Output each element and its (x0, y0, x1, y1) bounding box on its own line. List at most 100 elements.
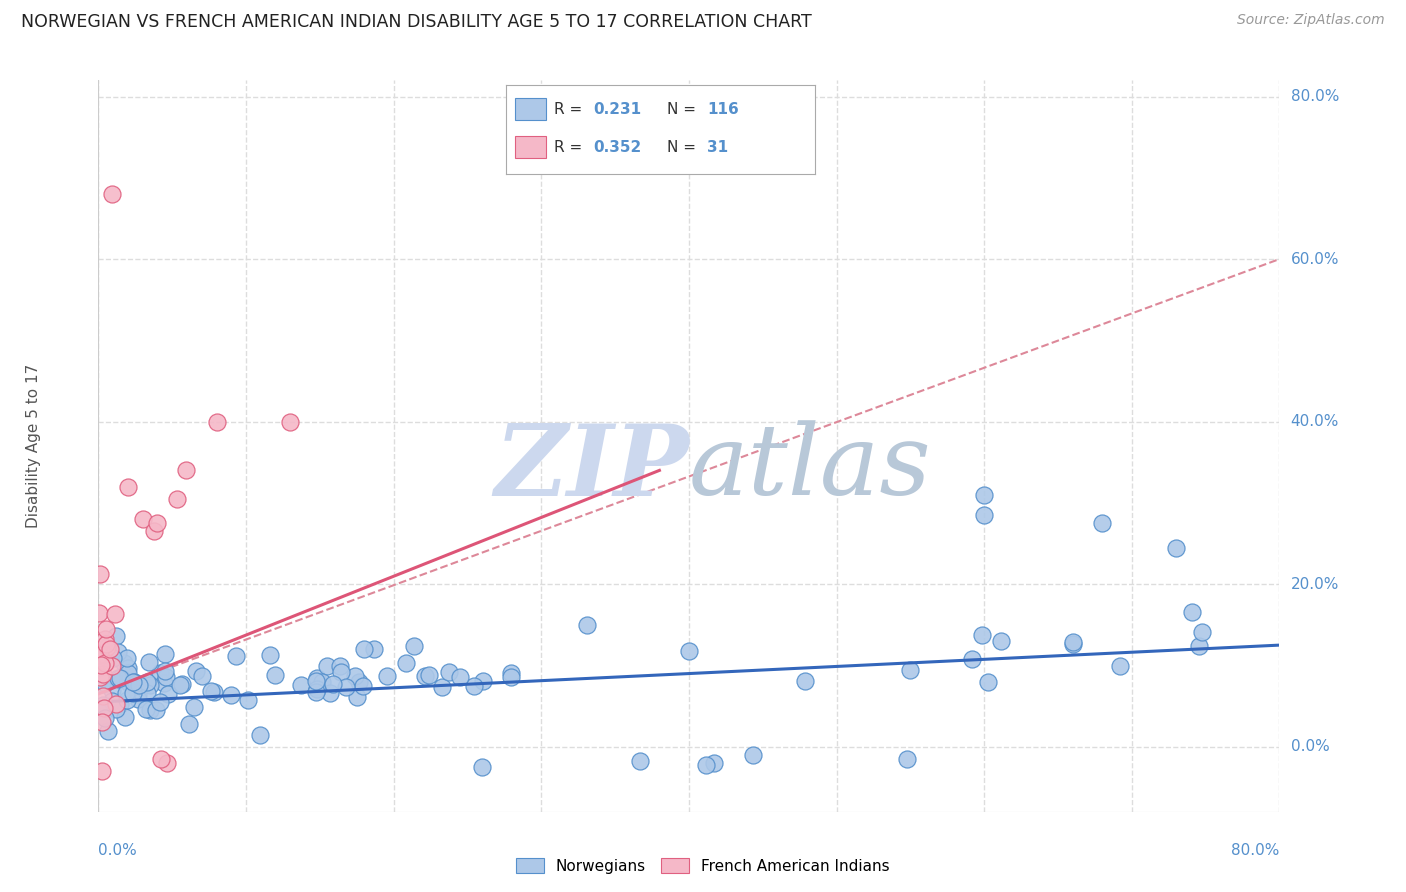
Text: 116: 116 (707, 102, 740, 117)
Legend: Norwegians, French American Indians: Norwegians, French American Indians (510, 852, 896, 880)
Point (307, 671, 329, 685)
FancyBboxPatch shape (516, 98, 547, 120)
Point (349, 675, 371, 690)
Point (249, 728, 271, 742)
Point (973, 488, 995, 502)
Point (93, 701, 115, 715)
Point (94, 711, 117, 725)
Point (149, 695, 172, 709)
Point (678, 644, 700, 658)
Point (153, 648, 176, 662)
Point (1062, 635, 1084, 649)
Text: 31: 31 (707, 140, 728, 154)
FancyBboxPatch shape (516, 136, 547, 158)
Point (153, 676, 176, 690)
Point (117, 666, 139, 681)
Point (990, 633, 1012, 648)
Text: 80.0%: 80.0% (1291, 89, 1339, 104)
Point (100, 187, 122, 202)
Point (97, 642, 120, 657)
Text: R =: R = (554, 140, 588, 154)
Text: NORWEGIAN VS FRENCH AMERICAN INDIAN DISABILITY AGE 5 TO 17 CORRELATION CHART: NORWEGIAN VS FRENCH AMERICAN INDIAN DISA… (21, 13, 811, 31)
Point (344, 669, 367, 683)
Point (176, 463, 198, 477)
Point (259, 648, 281, 662)
Text: 0.231: 0.231 (593, 102, 641, 117)
Point (177, 717, 200, 731)
Point (111, 672, 134, 686)
Text: 0.0%: 0.0% (1291, 739, 1329, 755)
Point (305, 681, 328, 696)
Point (96, 637, 118, 651)
Point (437, 665, 460, 679)
Point (170, 676, 193, 690)
Point (89, 670, 111, 684)
Point (898, 663, 921, 677)
Point (112, 657, 135, 671)
Point (138, 655, 160, 669)
Point (703, 756, 725, 770)
Point (139, 703, 162, 717)
Point (352, 679, 374, 693)
Point (205, 415, 228, 429)
Point (96, 622, 118, 636)
Point (236, 693, 259, 707)
Point (101, 694, 124, 708)
Point (449, 670, 471, 684)
Point (169, 677, 191, 691)
Point (127, 687, 149, 701)
Point (94, 675, 117, 690)
Point (305, 685, 328, 699)
Text: 0.0%: 0.0% (98, 843, 138, 858)
Point (316, 659, 339, 673)
Point (124, 679, 146, 693)
Point (128, 678, 150, 692)
Point (100, 682, 122, 697)
Text: Source: ZipAtlas.com: Source: ZipAtlas.com (1237, 13, 1385, 28)
Point (90, 657, 112, 672)
Point (1180, 605, 1202, 619)
Point (1191, 625, 1213, 640)
Point (132, 512, 155, 526)
Point (91, 689, 114, 703)
Point (121, 686, 143, 700)
Point (322, 677, 344, 691)
Point (145, 703, 167, 717)
Point (150, 752, 173, 766)
Text: ZIP: ZIP (494, 420, 689, 516)
Point (499, 666, 522, 681)
Point (114, 709, 136, 723)
Point (97, 723, 120, 738)
Point (101, 659, 124, 673)
Text: atlas: atlas (689, 420, 932, 516)
Point (155, 670, 177, 684)
Point (499, 670, 522, 684)
Point (89, 648, 111, 662)
Point (107, 645, 129, 659)
Point (127, 692, 149, 706)
Text: 80.0%: 80.0% (1232, 843, 1279, 858)
Point (146, 516, 169, 530)
Point (200, 683, 222, 698)
Point (1108, 659, 1130, 673)
Point (93, 656, 115, 670)
Text: N =: N = (666, 102, 700, 117)
Point (103, 650, 125, 665)
Text: 20.0%: 20.0% (1291, 576, 1339, 591)
Point (89, 567, 111, 582)
Point (395, 656, 418, 670)
Point (1164, 541, 1187, 555)
Text: N =: N = (666, 140, 700, 154)
Point (108, 671, 131, 685)
Point (970, 628, 993, 642)
Point (1091, 516, 1114, 531)
Point (264, 667, 287, 681)
Point (91, 764, 114, 778)
Point (319, 686, 342, 700)
Text: R =: R = (554, 102, 588, 117)
Point (128, 681, 150, 695)
Point (105, 702, 128, 716)
Point (346, 690, 368, 705)
Point (219, 688, 242, 702)
Point (305, 673, 328, 688)
